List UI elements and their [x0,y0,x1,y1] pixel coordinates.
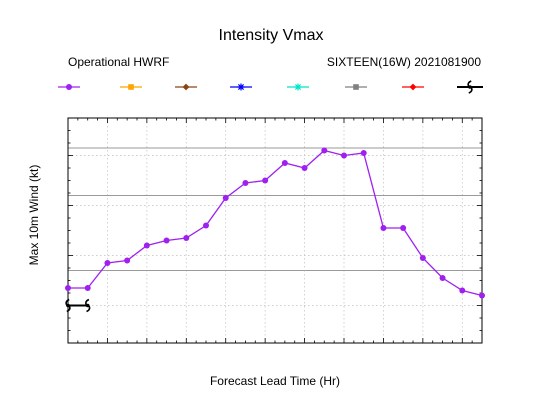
data-point-hwrf [222,195,229,201]
data-point-hwrf [419,255,426,261]
legend-marker-cotc [128,84,134,90]
plot-frame [67,117,483,344]
data-point-hwrf [281,160,288,166]
plot-area [65,117,485,344]
legend-marker-twrf [182,83,190,91]
chart-title: Intensity Vmax [219,27,324,44]
data-point-best [65,298,71,313]
series-line-hwrf [68,149,483,297]
x-axis-label: Forecast Lead Time (Hr) [210,374,340,388]
data-point-hwrf [400,225,407,231]
chart-legend [58,80,483,94]
data-point-hwrf [84,285,91,291]
data-point-hwrf [104,260,111,266]
legend-marker-hwrf [66,84,72,90]
legend-item-avno [230,83,252,91]
legend-item-jtwc [402,83,424,91]
data-point-hwrf [321,147,328,154]
data-point-hwrf [203,222,209,229]
series-best [65,298,91,313]
legend-item-nvgm [287,83,309,91]
legend-marker-jtwc [409,83,417,91]
data-point-hwrf [360,150,367,156]
legend-item-cotc [120,84,142,90]
legend-marker-best [467,80,473,94]
legend-item-hwrf [58,84,80,90]
data-point-hwrf [380,225,387,231]
chart-subtitle-model: Operational HWRF [68,55,169,69]
legend-item-shf5 [345,84,367,90]
data-point-hwrf [341,152,347,159]
data-point-hwrf [301,165,308,171]
data-point-hwrf [479,292,485,299]
legend-marker-shf5 [353,84,359,90]
data-point-best [85,298,91,313]
data-point-hwrf [459,287,466,294]
legend-marker-nvgm [294,83,302,91]
series-hwrf [65,147,485,299]
data-point-hwrf [163,237,170,244]
legend-marker-avno [237,83,245,91]
data-point-hwrf [262,177,269,184]
chart-subtitle-storm: SIXTEEN(16W) 2021081900 [327,55,481,69]
y-axis-label: Max 10m Wind (kt) [27,165,41,266]
data-point-hwrf [242,180,249,186]
data-point-hwrf [65,285,71,291]
data-point-hwrf [439,275,446,281]
data-point-hwrf [183,235,190,241]
data-point-hwrf [143,242,150,249]
legend-item-best [457,80,483,94]
legend-item-twrf [175,83,197,91]
data-point-hwrf [124,257,131,264]
